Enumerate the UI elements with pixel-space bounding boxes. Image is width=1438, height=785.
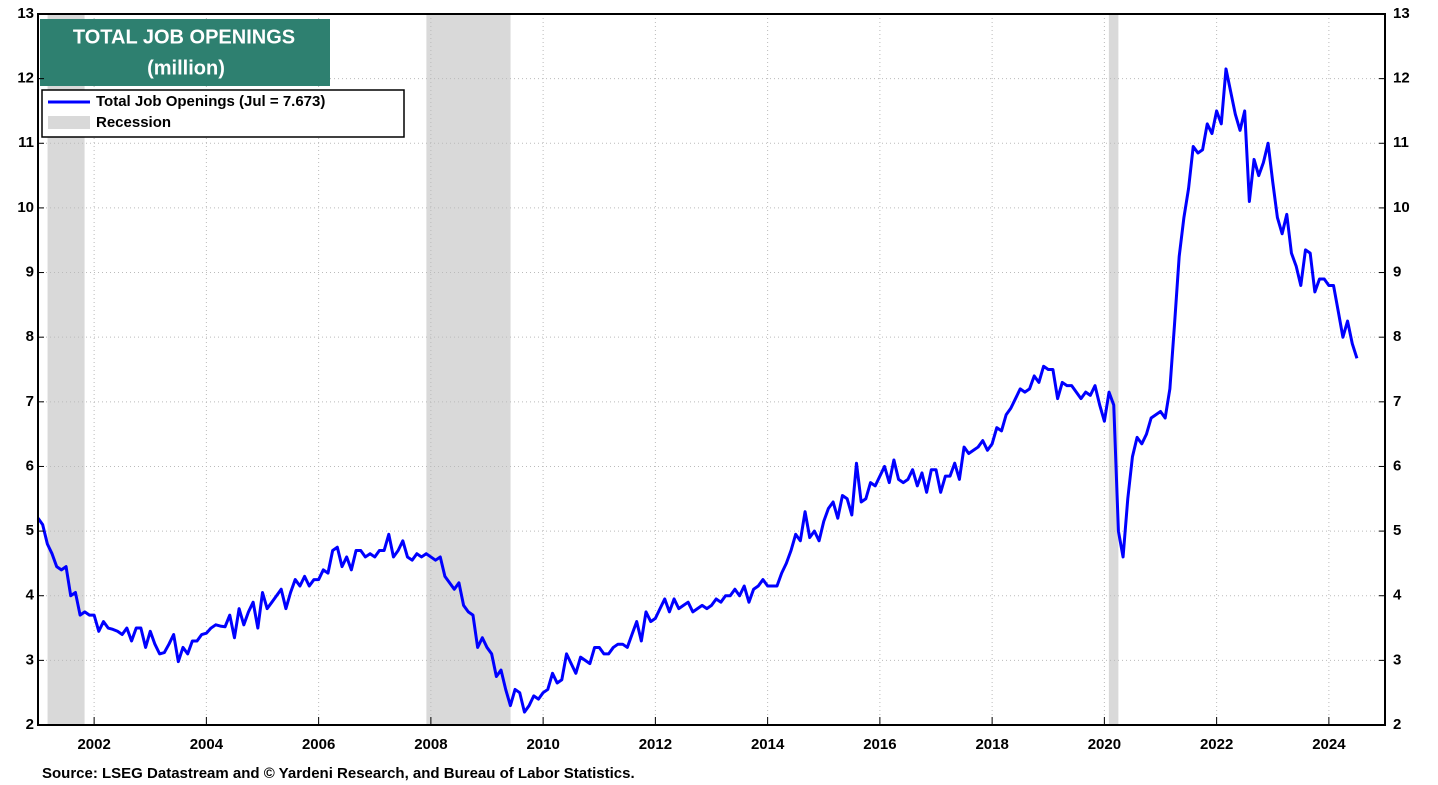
y-tick-label: 7 <box>26 393 34 410</box>
y-tick-label: 3 <box>26 651 34 668</box>
legend-box <box>41 89 405 138</box>
legend-swatch <box>48 116 90 129</box>
y2-tick-label: 3 <box>1393 651 1401 668</box>
recession-band <box>1108 14 1119 725</box>
x-tick-label: 2020 <box>1088 736 1121 753</box>
x-tick-label: 2014 <box>751 736 785 753</box>
y-tick-label: 6 <box>26 457 34 474</box>
x-tick-label: 2022 <box>1200 736 1233 753</box>
y2-tick-label: 7 <box>1393 393 1401 410</box>
y2-tick-label: 10 <box>1393 199 1410 216</box>
y2-tick-label: 11 <box>1393 134 1409 151</box>
y2-tick-label: 4 <box>1393 587 1402 604</box>
legend-label: Total Job Openings (Jul = 7.673) <box>96 93 325 110</box>
y-tick-label: 10 <box>17 199 34 216</box>
y-tick-label: 11 <box>18 134 34 151</box>
y2-tick-label: 9 <box>1393 264 1401 281</box>
plot-frame <box>37 13 1386 726</box>
recession-band <box>426 14 511 725</box>
x-tick-label: 2016 <box>863 736 896 753</box>
y-tick-label: 2 <box>26 716 34 733</box>
x-tick-label: 2004 <box>190 736 224 753</box>
y2-tick-label: 5 <box>1393 522 1401 539</box>
y2-tick-label: 8 <box>1393 328 1401 345</box>
x-tick-label: 2008 <box>414 736 447 753</box>
data-line <box>36 67 1359 714</box>
y-tick-label: 13 <box>17 5 34 22</box>
x-tick-label: 2012 <box>639 736 672 753</box>
source-note: Source: LSEG Datastream and © Yardeni Re… <box>42 765 635 782</box>
y-tick-label: 4 <box>26 587 35 604</box>
y2-tick-label: 2 <box>1393 716 1401 733</box>
x-tick-label: 2010 <box>526 736 559 753</box>
x-tick-label: 2006 <box>302 736 335 753</box>
x-tick-label: 2018 <box>975 736 1008 753</box>
legend: Total Job Openings (Jul = 7.673) Recessi… <box>41 89 405 138</box>
title-box <box>40 19 330 86</box>
legend-label: Recession <box>96 114 171 131</box>
y2-tick-label: 13 <box>1393 5 1410 22</box>
y2-tick-label: 12 <box>1393 70 1410 87</box>
y-tick-label: 8 <box>26 328 34 345</box>
x-tick-label: 2002 <box>77 736 110 753</box>
y-tick-label: 9 <box>26 264 34 281</box>
chart-subtitle: (million) <box>147 57 225 79</box>
chart-title: TOTAL JOB OPENINGS <box>73 26 295 48</box>
y-tick-label: 12 <box>17 70 34 87</box>
y-tick-label: 5 <box>26 522 34 539</box>
y2-tick-label: 6 <box>1393 457 1401 474</box>
x-tick-label: 2024 <box>1312 736 1346 753</box>
